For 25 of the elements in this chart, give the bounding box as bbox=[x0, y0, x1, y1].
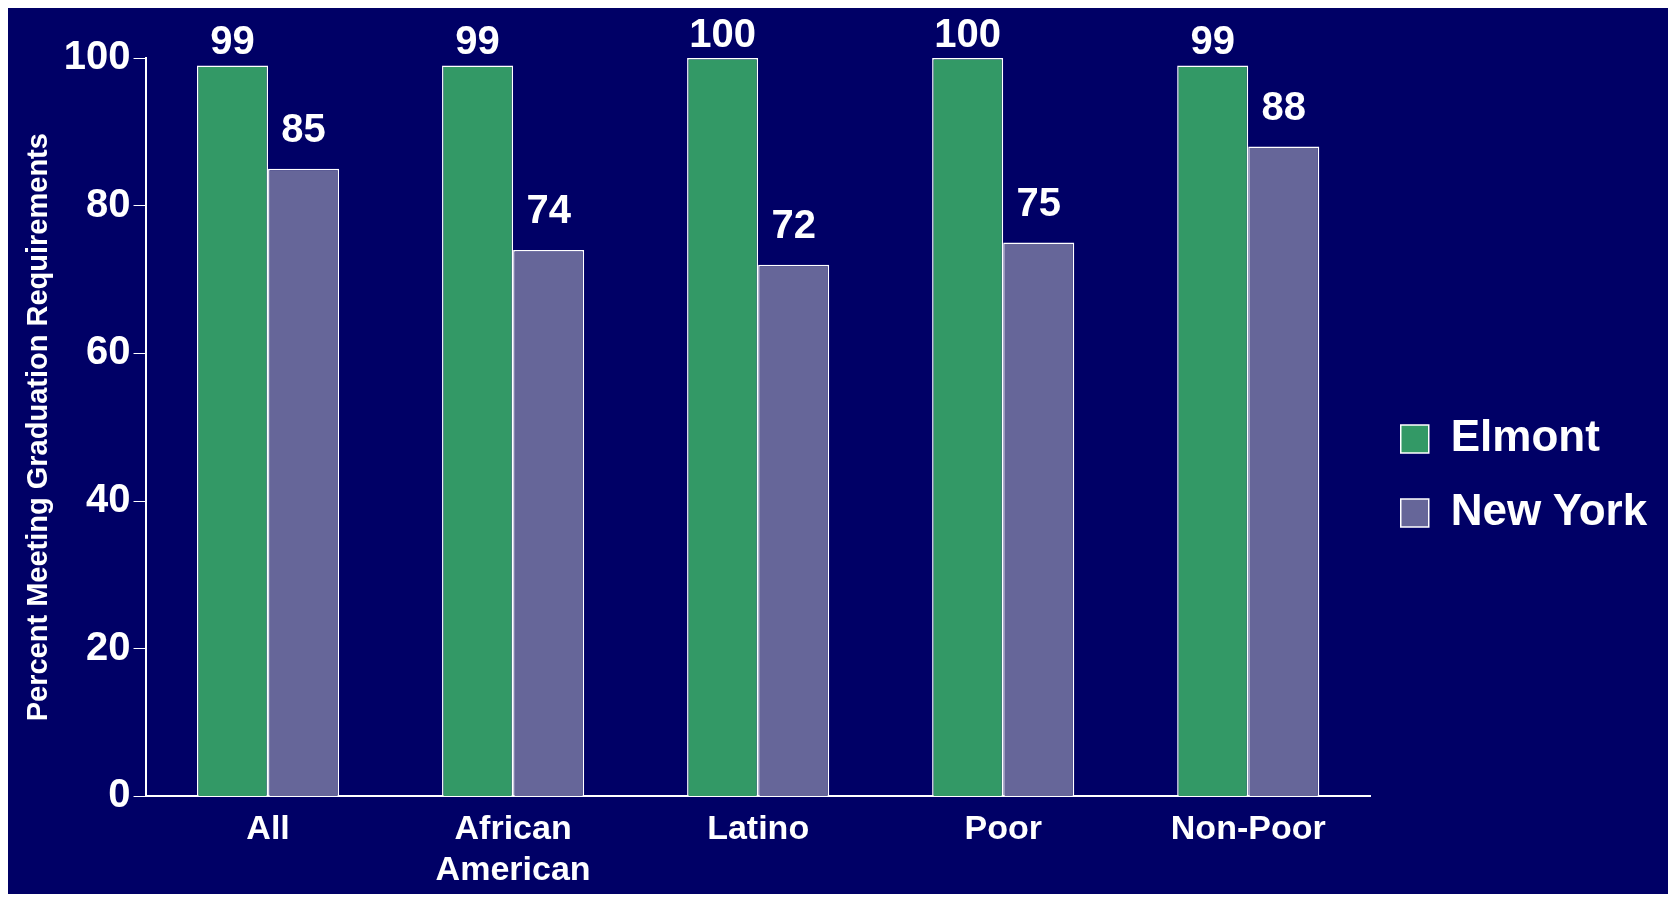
category-label: Poor bbox=[964, 808, 1042, 847]
y-tick-label: 100 bbox=[63, 33, 131, 78]
y-axis-title: Percent Meeting Graduation Requirements bbox=[21, 133, 54, 722]
data-label: 100 bbox=[689, 11, 756, 56]
category-label: Non-Poor bbox=[1170, 808, 1326, 847]
y-tick-label: 20 bbox=[86, 623, 131, 668]
y-tick-label: 40 bbox=[86, 476, 131, 521]
category-label: American bbox=[435, 848, 591, 887]
y-tick-label: 60 bbox=[86, 328, 131, 373]
y-tick-label: 80 bbox=[86, 180, 131, 225]
category-label: Latino bbox=[707, 808, 810, 847]
data-label: 99 bbox=[1190, 18, 1235, 63]
data-label: 100 bbox=[934, 11, 1002, 56]
data-label: 99 bbox=[455, 18, 500, 63]
data-label: 88 bbox=[1261, 83, 1307, 128]
data-label: 74 bbox=[526, 187, 572, 232]
data-label: 85 bbox=[281, 105, 326, 150]
category-label: All bbox=[246, 808, 290, 847]
category-label: African bbox=[454, 808, 572, 847]
data-label: 72 bbox=[771, 201, 816, 246]
legend-label: Elmont bbox=[1450, 411, 1601, 461]
y-tick-label: 0 bbox=[108, 771, 131, 816]
legend-label: New York bbox=[1450, 485, 1648, 535]
data-label: 75 bbox=[1016, 179, 1061, 224]
data-label: 99 bbox=[210, 18, 255, 63]
